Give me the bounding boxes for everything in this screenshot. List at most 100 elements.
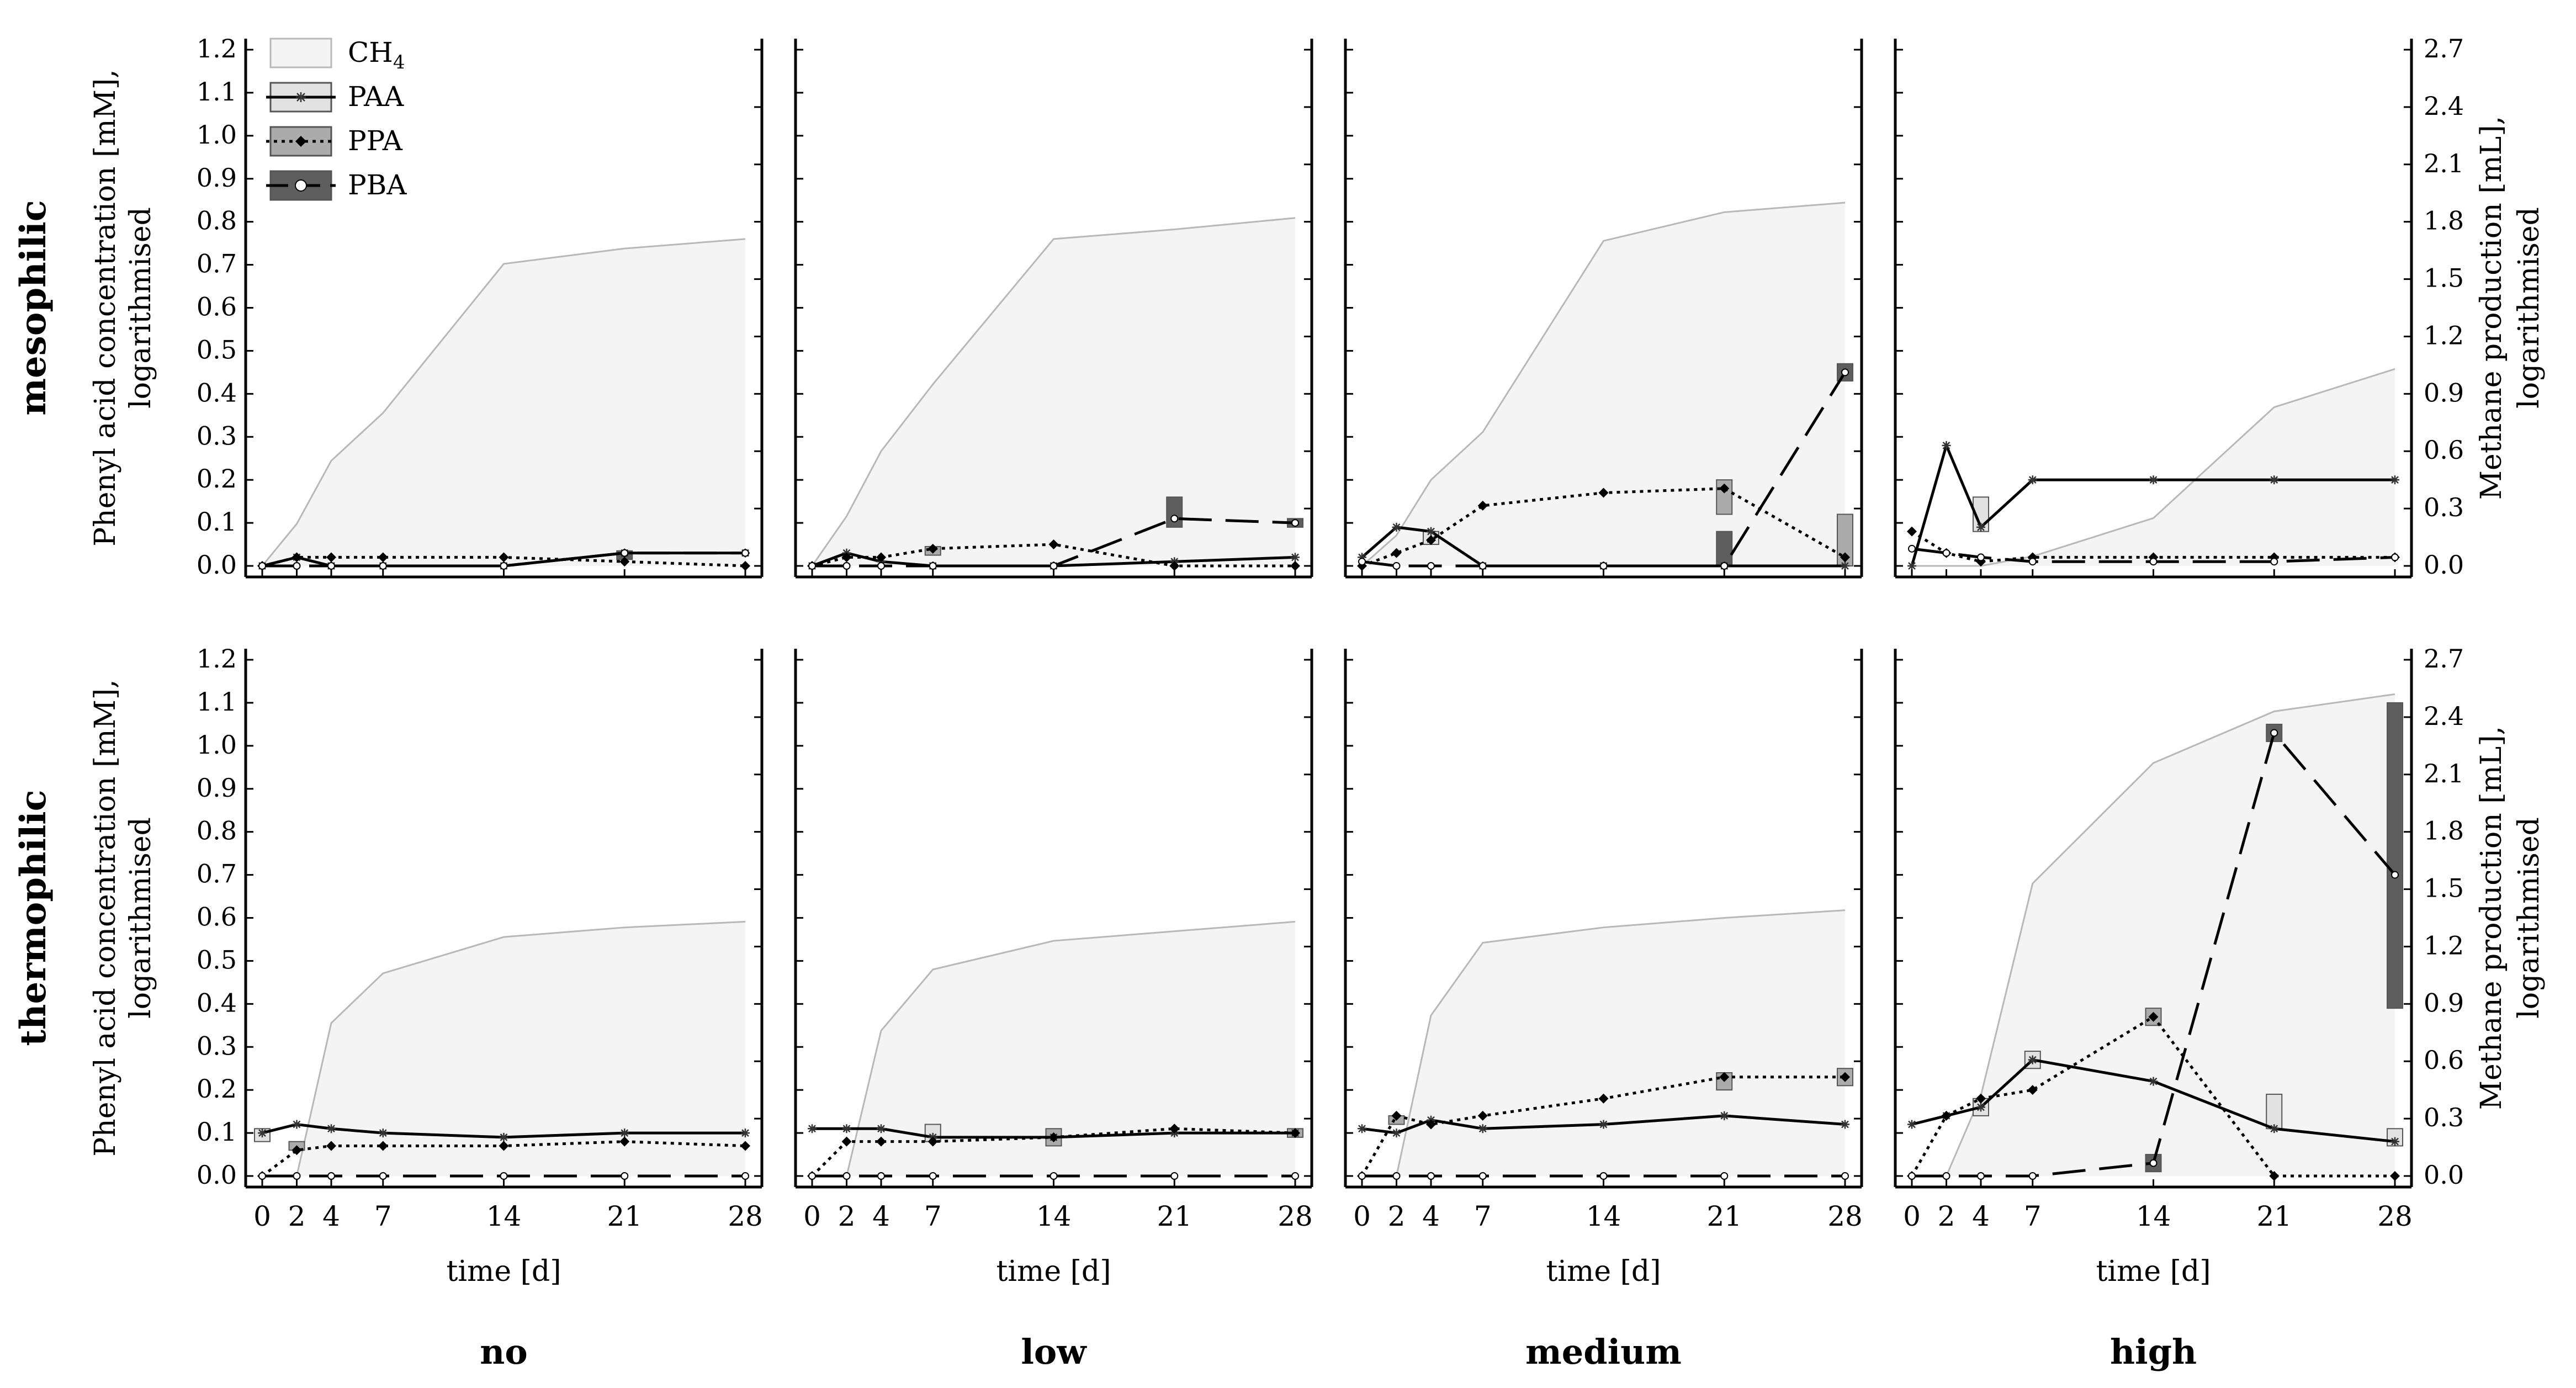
legend-ch4-label: CH4 (348, 36, 405, 73)
ppa-point (378, 1141, 388, 1151)
paa-point (2028, 1055, 2037, 1064)
ppa-point (841, 552, 852, 563)
pba-point (2028, 558, 2037, 566)
column-label-no: no (480, 1332, 527, 1372)
ppa-point (1391, 548, 1402, 558)
pba-point (2270, 729, 2278, 737)
paa-point (258, 1129, 267, 1138)
panel-mesophilic-low (794, 39, 1313, 579)
ppa-point (619, 557, 630, 567)
x-tick-label: 14 (486, 1200, 522, 1232)
paa-point (1976, 522, 1985, 532)
ch4-area (1912, 369, 2395, 566)
legend-ch4-label-text: CH (348, 36, 393, 68)
ppa-point (1048, 1132, 1059, 1142)
ppa-point (927, 1136, 938, 1147)
pba-point (1720, 562, 1729, 570)
right-tick-label: 2.1 (2424, 149, 2464, 178)
ppa-point (1719, 1072, 1730, 1082)
ppa-point (291, 1145, 302, 1156)
paa-point (741, 1129, 750, 1138)
paa-point (2149, 475, 2158, 485)
y-axis-left-title-line1: Phenyl acid concentration [mM], (89, 679, 122, 1156)
pba-point (1392, 1172, 1401, 1180)
x-tick-label: 2 (838, 1200, 856, 1232)
x-axis-label: time [d] (2096, 1255, 2211, 1288)
left-tick-label: 0.8 (197, 206, 237, 236)
pba-point (2391, 553, 2399, 561)
ppa-point (841, 1136, 852, 1147)
x-tick-label: 7 (2024, 1200, 2042, 1232)
x-tick-label: 2 (288, 1200, 306, 1232)
paa-point (327, 1124, 336, 1133)
ppa-point (1840, 552, 1850, 563)
panel-mesophilic-no: 0.0 0.1 0.2 0.3 0.4 0.5 0.6 0.7 0.8 0.9 1.0 1.1 1.2 (197, 34, 764, 580)
pba-point (877, 562, 885, 570)
legend-ch4-label-subscript: 4 (393, 51, 405, 73)
ppa-point (740, 1141, 750, 1151)
pba-point (1291, 519, 1299, 527)
x-tick-label: 21 (1157, 1200, 1192, 1232)
ppa-point (1391, 1110, 1402, 1121)
paa-point (2270, 475, 2279, 485)
x-tick-label: 4 (872, 1200, 890, 1232)
paa-point (620, 1129, 629, 1138)
ppa-point (2027, 1085, 2038, 1095)
paa-point (2391, 475, 2399, 485)
pba-point (1478, 1172, 1487, 1180)
right-tick-label: 0.0 (2424, 1160, 2464, 1190)
left-tick-label: 1.2 (197, 34, 237, 63)
paa-point (1427, 527, 1435, 536)
ppa-point (291, 552, 302, 563)
ppa-point (876, 1136, 886, 1147)
left-tick-label: 0.3 (197, 1031, 237, 1061)
right-tick-label: 0.6 (2424, 435, 2464, 465)
paa-point (2028, 475, 2037, 485)
pba-point (2028, 1172, 2037, 1180)
pba-point (741, 549, 749, 557)
legend-pba-label: PBA (348, 169, 407, 201)
ppa-box (2145, 1008, 2162, 1026)
pba-point (500, 1172, 508, 1180)
pba-point (1942, 1172, 1950, 1180)
column-label-low: low (1021, 1332, 1087, 1372)
pba-point (1392, 562, 1401, 570)
y-axis-left-title-line2: logarithmised (124, 817, 157, 1019)
ppa-point (1169, 561, 1180, 571)
paa-point (1358, 553, 1366, 562)
right-tick-label: 1.5 (2424, 263, 2464, 293)
pba-point (621, 549, 629, 557)
pba-point (1841, 368, 1849, 377)
paa-point (1942, 441, 1951, 450)
paa-point (1599, 1120, 1608, 1129)
left-tick-label: 1.2 (197, 644, 237, 674)
pba-point (379, 562, 387, 570)
pba-point (327, 562, 335, 570)
paa-point (2270, 1124, 2279, 1133)
legend-paa-marker (296, 92, 306, 102)
ppa-point (1598, 488, 1609, 498)
right-tick-label: 2.1 (2424, 759, 2464, 788)
x-tick-label: 14 (2136, 1200, 2171, 1232)
panel-mesophilic-medium (1344, 39, 1863, 579)
paa-point (2391, 1137, 2399, 1146)
pba-point (1720, 1172, 1729, 1180)
paa-point (808, 1124, 817, 1133)
row-label-mesophilic: mesophilic (13, 200, 54, 415)
pba-box (1166, 496, 1183, 528)
ch4-area (812, 921, 1295, 1176)
pba-point (842, 562, 851, 570)
pba-point (1358, 1172, 1366, 1180)
panel-mesophilic-high: 0.0 0.3 0.6 0.9 1.2 1.5 1.8 2.1 2.4 2.7 (1894, 34, 2464, 580)
ppa-point (1907, 526, 1917, 537)
legend-ppa-label: PPA (348, 125, 403, 157)
ppa-point (1290, 1128, 1300, 1138)
pba-point (929, 562, 937, 570)
pba-point (293, 1172, 301, 1180)
ppa-point (378, 552, 388, 563)
left-tick-label: 0.4 (197, 378, 237, 407)
pba-point (2270, 558, 2278, 566)
x-tick-label: 14 (1036, 1200, 1072, 1232)
x-axis-label: time [d] (447, 1255, 561, 1288)
ppa-point (1719, 483, 1730, 494)
